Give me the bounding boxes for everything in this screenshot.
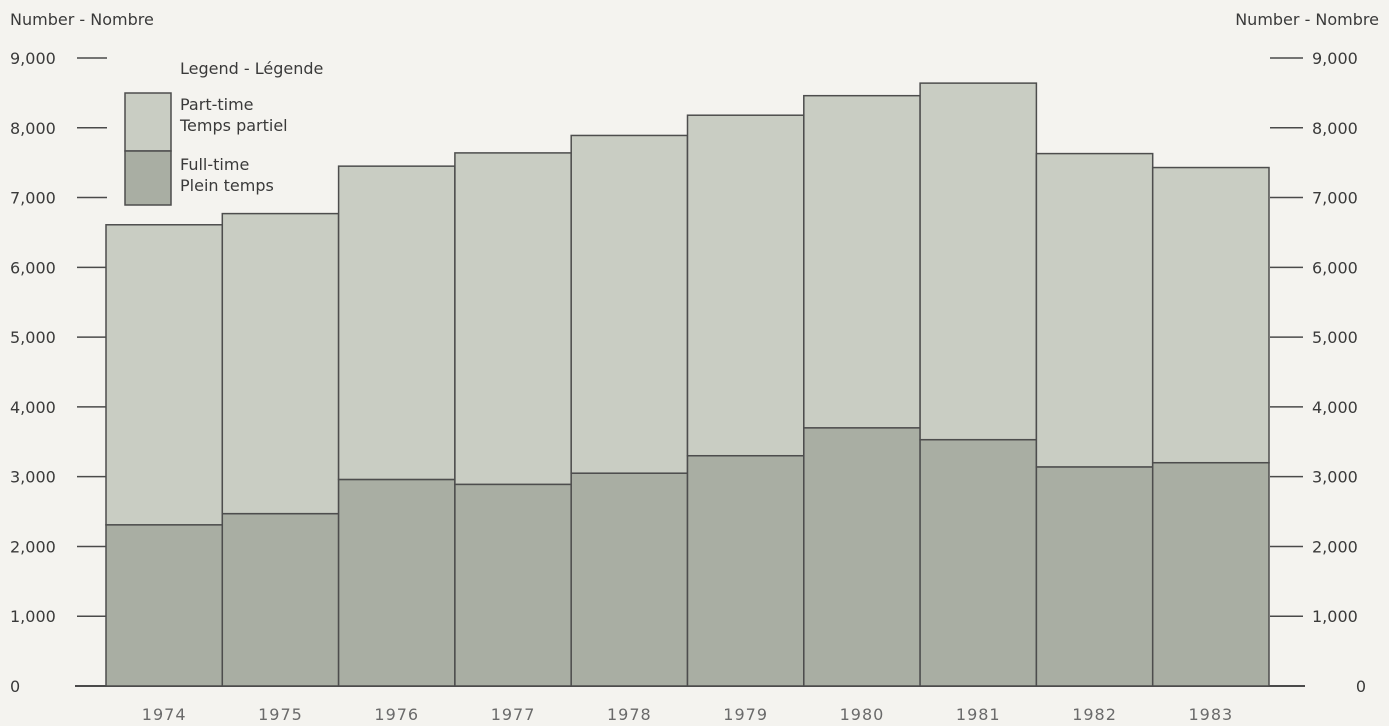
bar-segment-part-time bbox=[105, 224, 224, 526]
y-tick-label-left: 5,000 bbox=[10, 328, 56, 347]
bar-segment-full-time bbox=[105, 524, 224, 687]
y-axis-label-left: Number - Nombre bbox=[10, 10, 154, 29]
x-tick-label: 1977 bbox=[491, 705, 536, 724]
bar-segment-part-time bbox=[803, 94, 921, 429]
y-tick-label-left: 2,000 bbox=[10, 537, 56, 556]
y-tick-label-right: 9,000 bbox=[1312, 49, 1358, 68]
bar-segment-part-time bbox=[570, 134, 689, 474]
x-tick-label: 1978 bbox=[607, 705, 652, 724]
y-tick-label-right: 8,000 bbox=[1312, 119, 1358, 138]
bar-segment-full-time bbox=[454, 483, 572, 687]
legend-label-full-time-fr: Plein temps bbox=[180, 176, 274, 195]
y-axis-label-right: Number - Nombre bbox=[1235, 10, 1379, 29]
bar-segment-part-time bbox=[1035, 152, 1154, 468]
legend-title: Legend - Légende bbox=[180, 59, 323, 78]
bar-segment-full-time bbox=[221, 512, 340, 687]
axis-layer: 0 0 1,000 1,000 2,000 2,000 3,000 3,000 4,000 4,0… bbox=[10, 49, 1366, 696]
bar-segment-part-time bbox=[1151, 166, 1270, 464]
x-tick-label: 1976 bbox=[374, 705, 419, 724]
bars-layer bbox=[105, 82, 1270, 687]
legend: Legend - Légende Part-time Temps partiel… bbox=[124, 59, 323, 206]
y-tick-label-left: 7,000 bbox=[10, 189, 56, 208]
bar-segment-full-time bbox=[337, 478, 456, 687]
y-tick-label-right: 2,000 bbox=[1312, 537, 1358, 556]
y-tick-label-right: 5,000 bbox=[1312, 328, 1358, 347]
x-tick-label: 1979 bbox=[723, 705, 768, 724]
y-tick-label-left: 6,000 bbox=[10, 258, 56, 277]
x-tick-label: 1982 bbox=[1072, 705, 1117, 724]
bar-segment-part-time bbox=[337, 165, 456, 481]
bar-segment-full-time bbox=[803, 427, 921, 687]
y-tick-label-right: 6,000 bbox=[1312, 258, 1358, 277]
bar-segment-full-time bbox=[1035, 466, 1154, 687]
legend-swatch-full-time bbox=[124, 150, 172, 206]
y-tick-label-left: 1,000 bbox=[10, 607, 56, 626]
x-labels-layer: 1974 1975 1976 1977 1978 1979 1980 1981 1982 1983 bbox=[142, 705, 1233, 724]
legend-label-full-time: Full-time bbox=[180, 155, 249, 174]
x-tick-label: 1981 bbox=[956, 705, 1001, 724]
y-tick-label-left: 8,000 bbox=[10, 119, 56, 138]
bar-segment-full-time bbox=[919, 438, 1038, 687]
bar-segment-part-time bbox=[919, 82, 1038, 441]
legend-label-part-time-fr: Temps partiel bbox=[179, 116, 288, 135]
y-tick-label-left: 3,000 bbox=[10, 468, 56, 487]
y-tick-label-left: 0 bbox=[10, 677, 20, 696]
bar-segment-full-time bbox=[570, 472, 689, 687]
y-tick-label-right: 1,000 bbox=[1312, 607, 1358, 626]
legend-label-part-time: Part-time bbox=[180, 95, 254, 114]
y-tick-label-right: 3,000 bbox=[1312, 468, 1358, 487]
bar-segment-full-time bbox=[1151, 461, 1270, 687]
x-tick-label: 1974 bbox=[142, 705, 187, 724]
y-tick-label-right: 4,000 bbox=[1312, 398, 1358, 417]
bar-segment-part-time bbox=[454, 152, 572, 486]
y-tick-label-right: 7,000 bbox=[1312, 189, 1358, 208]
x-tick-label: 1980 bbox=[840, 705, 885, 724]
y-tick-label-left: 4,000 bbox=[10, 398, 56, 417]
bar-segment-part-time bbox=[221, 212, 340, 515]
legend-swatch-part-time bbox=[124, 92, 172, 152]
x-tick-label: 1983 bbox=[1188, 705, 1233, 724]
bar-segment-part-time bbox=[686, 114, 805, 457]
y-tick-label-left: 9,000 bbox=[10, 49, 56, 68]
bar-segment-full-time bbox=[686, 454, 805, 687]
x-tick-label: 1975 bbox=[258, 705, 303, 724]
y-tick-label-right: 0 bbox=[1356, 677, 1366, 696]
